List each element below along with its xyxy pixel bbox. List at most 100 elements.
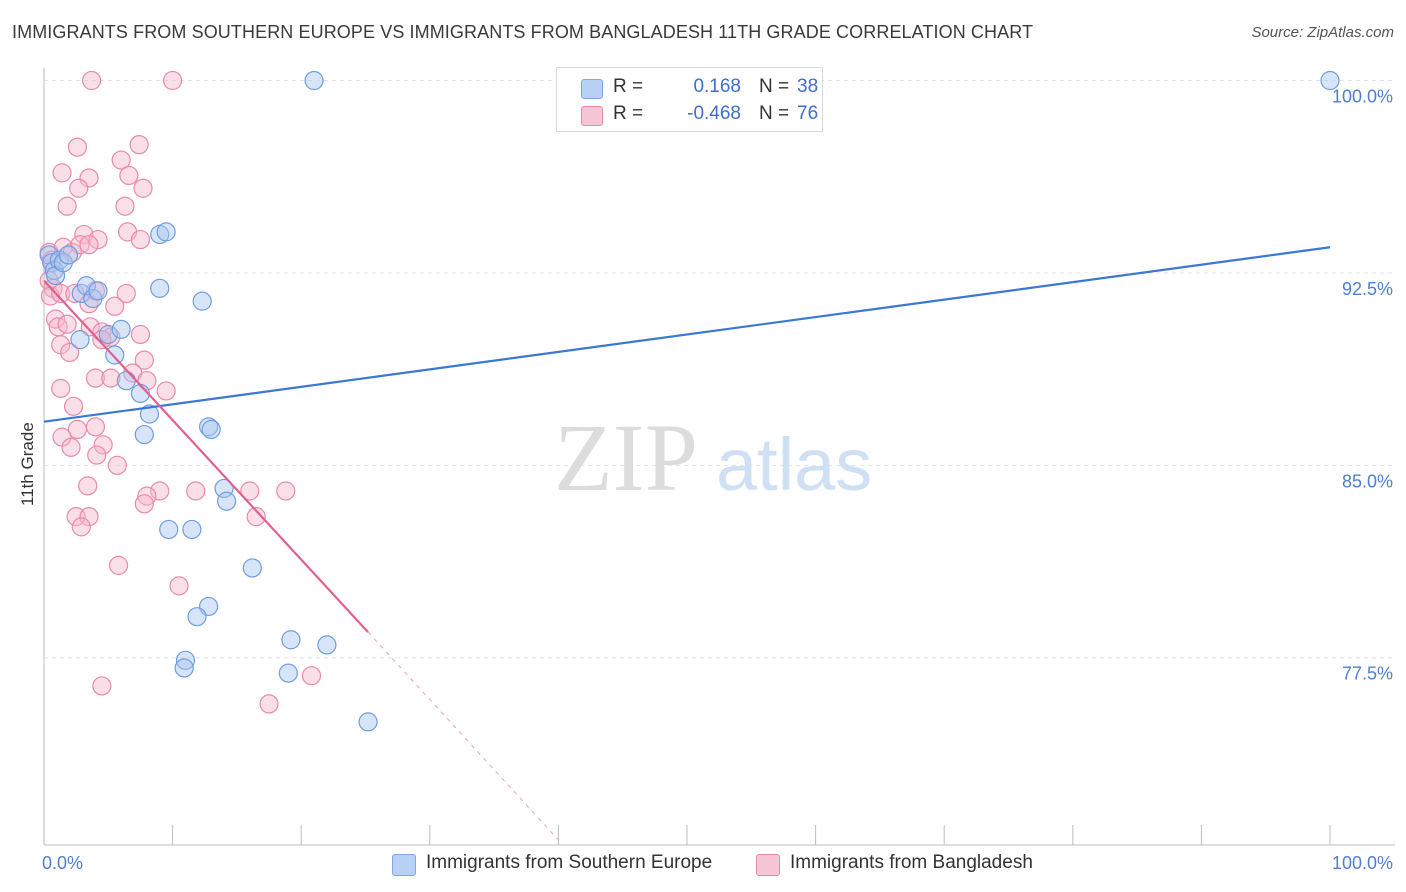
bangladesh-point bbox=[240, 481, 260, 501]
legend-item-bangladesh: Immigrants from Bangladesh bbox=[756, 852, 1056, 878]
bangladesh-point bbox=[259, 694, 279, 714]
bangladesh-point bbox=[119, 165, 139, 186]
legend-n-value: 76 bbox=[797, 103, 819, 124]
bangladesh-point bbox=[93, 435, 113, 455]
bangladesh-point bbox=[51, 283, 71, 304]
southern-europe-point bbox=[174, 658, 194, 678]
bangladesh-point bbox=[129, 135, 149, 155]
y-axis-label: 11th Grade bbox=[18, 422, 37, 506]
southern-europe-point bbox=[42, 253, 62, 273]
bangladesh-point bbox=[101, 368, 121, 388]
bangladesh-point bbox=[150, 481, 170, 501]
legend-r-value: -0.468 bbox=[687, 103, 741, 124]
southern-europe-point bbox=[182, 519, 202, 540]
southern-europe-point bbox=[192, 291, 212, 311]
bangladesh-point bbox=[85, 368, 106, 388]
legend-swatch-blue bbox=[581, 79, 603, 99]
bangladesh-point bbox=[134, 350, 154, 370]
bangladesh-point bbox=[169, 576, 189, 596]
southern-europe-point bbox=[58, 245, 79, 265]
bangladesh-point bbox=[81, 70, 102, 91]
bangladesh-trend-line bbox=[43, 279, 369, 633]
bangladesh-point bbox=[107, 455, 127, 475]
southern-europe-point bbox=[281, 630, 301, 650]
southern-europe-point bbox=[317, 635, 337, 655]
southern-europe-points bbox=[39, 70, 1340, 732]
southern-europe-point bbox=[159, 519, 179, 540]
bangladesh-point bbox=[108, 555, 129, 575]
bangladesh-point bbox=[57, 196, 77, 216]
legend-n-value: 38 bbox=[797, 76, 819, 97]
southern-europe-point bbox=[217, 491, 237, 511]
bangladesh-point bbox=[61, 437, 81, 457]
legend-label: Immigrants from Bangladesh bbox=[790, 852, 1033, 873]
bangladesh-point bbox=[111, 150, 131, 170]
southern-europe-point bbox=[201, 419, 221, 440]
bangladesh-point bbox=[85, 417, 106, 437]
southern-europe-trend-line bbox=[43, 246, 1331, 423]
y-tick-label: 92.5% bbox=[1342, 279, 1393, 299]
bangladesh-point bbox=[105, 296, 125, 316]
x-tick-label: 100.0% bbox=[1332, 853, 1393, 873]
bangladesh-point bbox=[65, 283, 85, 304]
correlation-legend: R = 0.168 N = 38 R = -0.468 N = 76 bbox=[556, 67, 823, 132]
bangladesh-point bbox=[88, 229, 108, 250]
bangladesh-trend-extension bbox=[367, 631, 559, 841]
bangladesh-point bbox=[115, 196, 135, 216]
bangladesh-point bbox=[67, 137, 88, 157]
watermark-atlas: atlas bbox=[716, 423, 872, 506]
legend-swatch-pink bbox=[581, 106, 603, 126]
legend-n-label: N = bbox=[759, 76, 790, 97]
bangladesh-point bbox=[78, 476, 98, 496]
bangladesh-point bbox=[87, 445, 107, 465]
trend-lines bbox=[43, 246, 1331, 841]
bangladesh-point bbox=[79, 235, 99, 255]
bangladesh-point bbox=[116, 283, 136, 304]
southern-europe-point bbox=[98, 324, 118, 345]
bangladesh-point bbox=[134, 494, 154, 514]
southern-europe-point bbox=[278, 663, 298, 683]
bangladesh-point bbox=[137, 486, 157, 506]
legend-r-label: R = bbox=[613, 76, 644, 97]
southern-europe-point bbox=[150, 278, 170, 298]
legend-n-label: N = bbox=[759, 103, 790, 124]
y-tick-label: 85.0% bbox=[1342, 471, 1393, 491]
bangladesh-point bbox=[69, 178, 89, 198]
southern-europe-point bbox=[1320, 70, 1340, 91]
southern-europe-point bbox=[199, 417, 219, 437]
legend-r-value: 0.168 bbox=[693, 76, 741, 97]
southern-europe-point bbox=[187, 607, 207, 627]
bangladesh-point bbox=[133, 178, 153, 198]
bangladesh-point bbox=[51, 378, 71, 398]
southern-europe-point bbox=[116, 371, 136, 391]
southern-europe-point bbox=[304, 70, 324, 91]
watermark: ZIP atlas bbox=[554, 404, 872, 511]
southern-europe-point bbox=[111, 319, 131, 339]
southern-europe-point bbox=[134, 424, 154, 445]
bangladesh-points bbox=[39, 70, 322, 714]
legend-label: Immigrants from Southern Europe bbox=[426, 852, 713, 873]
southern-europe-point bbox=[242, 558, 262, 578]
legend-item-southern-europe: Immigrants from Southern Europe bbox=[392, 852, 732, 878]
bangladesh-point bbox=[52, 163, 72, 183]
bangladesh-point bbox=[246, 507, 266, 527]
x-tick-label: 0.0% bbox=[42, 853, 83, 873]
bangladesh-point bbox=[57, 314, 77, 334]
y-tick-label: 100.0% bbox=[1332, 87, 1393, 107]
y-tick-label: 77.5% bbox=[1342, 664, 1393, 684]
bangladesh-point bbox=[301, 666, 322, 686]
bangladesh-point bbox=[92, 330, 112, 350]
watermark-zip: ZIP bbox=[554, 404, 698, 511]
southern-europe-point bbox=[88, 281, 108, 301]
bangladesh-point bbox=[130, 229, 151, 250]
southern-europe-point bbox=[358, 712, 378, 732]
bangladesh-point bbox=[156, 381, 176, 401]
bangladesh-point bbox=[45, 309, 66, 329]
bangladesh-point bbox=[130, 324, 151, 345]
southern-europe-point bbox=[156, 222, 176, 242]
bangladesh-point bbox=[63, 396, 84, 416]
bangladesh-point bbox=[80, 317, 100, 337]
bangladesh-point bbox=[92, 676, 112, 696]
bangladesh-point bbox=[163, 70, 183, 91]
